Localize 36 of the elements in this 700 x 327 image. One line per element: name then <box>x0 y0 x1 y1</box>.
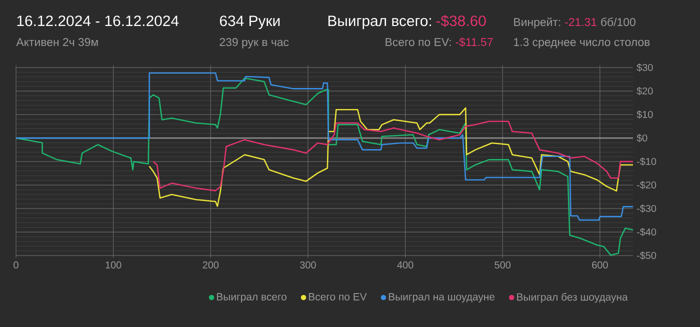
legend-label: Всего по EV <box>309 293 367 300</box>
x-tick-label: 100 <box>106 261 122 268</box>
chart-title: 16.12.2024 - 16.12.2024 <box>17 16 179 26</box>
x-tick-label: 0 <box>14 261 18 268</box>
y-tick-label: -$10 <box>636 158 656 166</box>
text: Выиграл всего: <box>328 16 431 30</box>
x-tick-label: 400 <box>397 261 414 268</box>
text: Всего по EV: <box>386 38 451 46</box>
x-tick-label: 500 <box>494 261 511 268</box>
text: 634 Руки <box>220 16 280 30</box>
line-series <box>148 107 634 207</box>
x-tick-label: 300 <box>300 261 316 268</box>
y-tick-label: -$20 <box>636 181 656 190</box>
text: 1.3 среднее число столов <box>514 38 650 48</box>
text: -$11.57 <box>456 38 493 47</box>
line-series <box>15 72 634 221</box>
text: бб/100 <box>601 18 636 26</box>
text: -$38.60 <box>436 14 486 28</box>
y-tick-label: -$30 <box>636 204 656 213</box>
text: 239 рук в час <box>220 38 289 48</box>
legend-label: Выиграл всего <box>217 293 286 303</box>
y-tick-label: $20 <box>636 87 653 96</box>
y-tick-label: -$50 <box>636 252 656 260</box>
y-tick-label: $0 <box>636 134 648 142</box>
text: -21.31 <box>565 18 596 26</box>
line-series <box>15 77 634 256</box>
y-tick-label: $30 <box>636 64 653 72</box>
line-series <box>152 120 634 192</box>
y-tick-label: $10 <box>636 110 653 119</box>
legend-label: Выиграл без шоудауна <box>517 292 628 303</box>
x-tick-label: 200 <box>202 261 219 268</box>
chart-subtitle: Активен 2ч 39м <box>16 38 98 46</box>
legend-label: Выиграл на шоудауне <box>388 293 494 303</box>
x-tick-label: 600 <box>592 261 608 268</box>
text: Винрейт: <box>514 18 560 28</box>
y-tick-label: -$40 <box>636 228 656 236</box>
